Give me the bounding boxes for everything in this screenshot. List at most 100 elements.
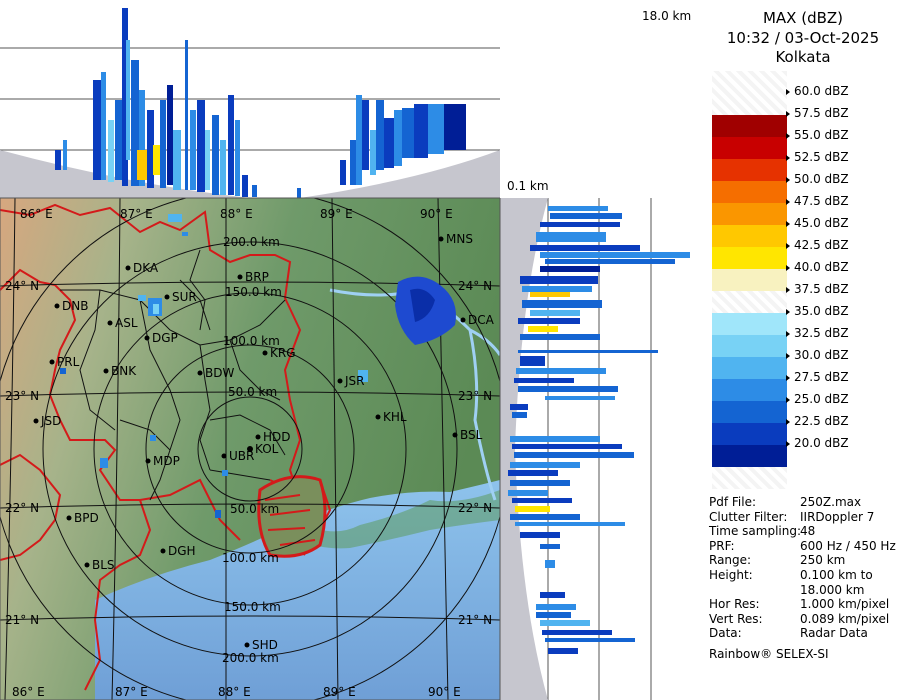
- tick-marker-icon: [786, 132, 790, 139]
- place-dgp: DGP: [152, 331, 178, 345]
- color-scale-label: 30.0 dBZ: [786, 348, 849, 362]
- ring-label-150: 150.0 km: [225, 285, 282, 299]
- color-scale-value: 57.5 dBZ: [794, 106, 849, 120]
- color-scale-value: 37.5 dBZ: [794, 282, 849, 296]
- color-swatch: [712, 247, 787, 269]
- lat-label-22-left: 22° N: [5, 501, 39, 515]
- color-scale-value: 25.0 dBZ: [794, 392, 849, 406]
- param-value: 600 Hz / 450 Hz: [800, 538, 896, 553]
- color-scale-label: 32.5 dBZ: [786, 326, 849, 340]
- ring-label-200: 200.0 km: [223, 235, 280, 249]
- tick-marker-icon: [786, 198, 790, 205]
- color-scale-value: 40.0 dBZ: [794, 260, 849, 274]
- color-scale-value: 52.5 dBZ: [794, 150, 849, 164]
- param-key: Pdf File:: [709, 495, 757, 509]
- range-ring-labels: 50.0 km 100.0 km 150.0 km 200.0 km 50.0 …: [222, 235, 282, 665]
- param-value: 18.000 km: [800, 582, 865, 597]
- color-scale-value: 35.0 dBZ: [794, 304, 849, 318]
- lon-label-90-top: 90° E: [420, 207, 453, 221]
- param-value: Radar Data: [800, 626, 868, 641]
- tick-marker-icon: [786, 176, 790, 183]
- top-height-label: 18.0 km: [642, 9, 692, 23]
- param-value: 48: [800, 524, 816, 539]
- param-key: Height:: [709, 568, 753, 582]
- color-scale-label: 42.5 dBZ: [786, 238, 849, 252]
- place-jsr: JSR: [344, 374, 365, 388]
- place-asl: ASL: [115, 316, 138, 330]
- color-swatch: [712, 203, 787, 225]
- lat-label-24-left: 24° N: [5, 279, 39, 293]
- color-scale-value: 47.5 dBZ: [794, 194, 849, 208]
- tick-marker-icon: [786, 286, 790, 293]
- district-boundaries: [60, 249, 286, 501]
- param-value: 250 km: [800, 553, 846, 568]
- product-title: MAX (dBZ): [762, 9, 844, 27]
- param-key: Range:: [709, 553, 752, 568]
- place-krg: KRG: [270, 346, 296, 360]
- lat-label-23-right: 23° N: [458, 389, 492, 403]
- tick-marker-icon: [786, 440, 790, 447]
- graticule: [0, 198, 500, 700]
- color-swatch: [712, 181, 787, 203]
- lat-label-22-right: 22° N: [458, 501, 492, 515]
- place-mns: MNS: [446, 232, 473, 246]
- scan-datetime: 10:32 / 03-Oct-2025: [726, 29, 880, 47]
- color-scale-label: 50.0 dBZ: [786, 172, 849, 186]
- place-mdp: MDP: [153, 454, 180, 468]
- right-cross-section: [500, 198, 700, 700]
- ring-label-100: 100.0 km: [223, 334, 280, 348]
- lon-label-90-bottom: 90° E: [428, 685, 461, 699]
- color-swatch: [712, 313, 787, 335]
- lon-label-87-bottom: 87° E: [115, 685, 148, 699]
- place-dgh: DGH: [168, 544, 196, 558]
- tick-marker-icon: [786, 396, 790, 403]
- color-swatch: [712, 379, 787, 401]
- place-bnk: BNK: [111, 364, 137, 378]
- param-key: Hor Res:: [709, 597, 760, 612]
- lon-label-86-top: 86° E: [20, 207, 53, 221]
- color-scale-value: 27.5 dBZ: [794, 370, 849, 384]
- lon-label-87-top: 87° E: [120, 207, 153, 221]
- tick-marker-icon: [786, 242, 790, 249]
- place-prl: PRL: [57, 355, 80, 369]
- color-swatch: [712, 357, 787, 379]
- color-scale-value: 50.0 dBZ: [794, 172, 849, 186]
- lon-label-89-bottom: 89° E: [323, 685, 356, 699]
- color-scale-value: 42.5 dBZ: [794, 238, 849, 252]
- color-scale-cap: [712, 467, 787, 489]
- sundarbans-delta: [257, 475, 327, 558]
- color-swatch: [712, 137, 787, 159]
- lon-label-86-bottom: 86° E: [12, 685, 45, 699]
- tick-marker-icon: [786, 88, 790, 95]
- color-scale-label: 25.0 dBZ: [786, 392, 849, 406]
- color-scale-label: 40.0 dBZ: [786, 260, 849, 274]
- tick-marker-icon: [786, 374, 790, 381]
- station-name: Kolkata: [775, 48, 831, 66]
- place-bls: BLS: [92, 558, 115, 572]
- place-dnb: DNB: [62, 299, 88, 313]
- color-scale-label: 37.5 dBZ: [786, 282, 849, 296]
- color-swatch: [712, 159, 787, 181]
- param-key: PRF:: [709, 538, 735, 553]
- echo-cluster-east: [340, 95, 466, 185]
- ring-label-200-south: 200.0 km: [222, 651, 279, 665]
- param-value: 0.100 km to: [800, 568, 873, 582]
- color-scale-label: 35.0 dBZ: [786, 304, 849, 318]
- place-bsl: BSL: [460, 428, 483, 442]
- color-scale-label: 60.0 dBZ: [786, 84, 849, 98]
- color-swatch: [712, 335, 787, 357]
- place-bdw: BDW: [205, 366, 234, 380]
- radar-echoes: [60, 214, 456, 518]
- param-value: 1.000 km/pixel: [800, 597, 890, 612]
- bottom-height-label: 0.1 km: [507, 179, 549, 193]
- color-scale-value: 22.5 dBZ: [794, 414, 849, 428]
- graticule-labels: 86° E 87° E 88° E 89° E 90° E 86° E 87° …: [5, 207, 492, 699]
- ring-label-100-south: 100.0 km: [222, 551, 279, 565]
- place-dka: DKA: [133, 261, 159, 275]
- lon-label-88-top: 88° E: [220, 207, 253, 221]
- ring-label-50: 50.0 km: [228, 385, 277, 399]
- param-value: 250Z.max: [800, 495, 862, 509]
- color-scale-value: 30.0 dBZ: [794, 348, 849, 362]
- color-scale: [712, 71, 787, 489]
- top-cross-section: [0, 0, 500, 198]
